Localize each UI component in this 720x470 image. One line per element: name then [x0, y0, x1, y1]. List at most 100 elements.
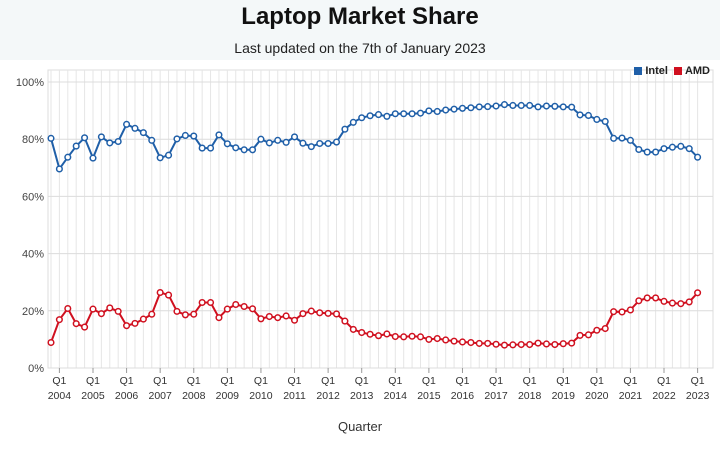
data-point-amd [114, 307, 122, 315]
data-point-amd [534, 339, 542, 347]
data-point-intel [97, 133, 105, 141]
x-tick-label-quarter: Q1 [52, 375, 66, 387]
x-axis-title: Quarter [337, 419, 383, 434]
data-point-intel [47, 134, 55, 142]
data-point-amd [282, 312, 290, 320]
x-tick-label-quarter: Q1 [220, 375, 234, 387]
y-tick-label: 0% [28, 363, 44, 375]
data-point-intel [500, 101, 509, 109]
data-point-amd [652, 294, 660, 302]
data-point-intel [643, 148, 651, 156]
x-tick-label-quarter: Q1 [153, 375, 167, 387]
data-point-amd [148, 310, 156, 318]
x-tick-label-quarter: Q1 [288, 375, 302, 387]
series-line-intel [50, 103, 699, 172]
data-point-amd [475, 339, 483, 347]
data-point-amd [626, 306, 634, 314]
data-point-intel [290, 133, 299, 141]
x-tick-label-quarter: Q1 [691, 375, 705, 387]
data-point-intel [198, 144, 206, 152]
data-point-amd [358, 328, 366, 337]
data-point-intel [400, 110, 408, 118]
data-point-amd [47, 338, 55, 347]
x-tick-label-quarter: Q1 [355, 375, 369, 387]
y-tick-label: 20% [22, 306, 44, 318]
data-point-intel [64, 153, 72, 161]
data-point-amd [64, 304, 72, 313]
data-point-amd [106, 304, 114, 312]
data-point-amd [332, 310, 341, 318]
data-point-amd [307, 307, 315, 315]
data-point-amd [190, 310, 198, 318]
data-point-amd [568, 339, 576, 347]
x-tick-label-year: 2010 [249, 390, 273, 402]
data-point-amd [643, 294, 651, 302]
data-point-amd [601, 324, 609, 333]
data-point-intel [475, 103, 483, 111]
data-point-amd [232, 300, 240, 309]
data-point-intel [274, 136, 282, 144]
page-subtitle: Last updated on the 7th of January 2023 [234, 40, 486, 56]
data-point-intel [593, 115, 601, 124]
data-point-intel [677, 142, 685, 150]
header-band [0, 0, 720, 60]
x-tick-label-quarter: Q1 [388, 375, 402, 387]
data-point-amd [173, 307, 181, 315]
legend-item-amd[interactable]: AMD [673, 65, 710, 77]
data-point-amd [416, 333, 425, 341]
data-point-intel [433, 107, 441, 116]
data-point-intel [55, 165, 63, 173]
data-point-amd [467, 338, 475, 347]
y-tick-label: 40% [22, 249, 44, 261]
data-point-intel [341, 125, 349, 133]
data-point-amd [374, 332, 383, 340]
x-tick-label-year: 2012 [316, 390, 340, 402]
data-point-amd [299, 310, 307, 318]
data-point-amd [341, 317, 349, 325]
y-tick-label: 80% [22, 134, 44, 146]
data-point-amd [81, 323, 89, 331]
data-point-amd [551, 340, 559, 349]
data-point-intel [123, 120, 131, 128]
series-line-amd [50, 291, 699, 347]
data-point-amd [660, 297, 668, 305]
data-point-intel [685, 145, 693, 153]
legend-item-intel[interactable]: Intel [634, 65, 668, 77]
data-point-amd [165, 291, 173, 299]
data-point-amd [257, 315, 265, 323]
data-point-amd [408, 332, 416, 340]
data-point-amd [131, 319, 139, 327]
data-point-amd [492, 340, 500, 348]
data-point-intel [626, 136, 634, 144]
data-point-amd [484, 339, 492, 347]
x-tick-label-year: 2015 [417, 390, 441, 402]
x-tick-label-quarter: Q1 [523, 375, 537, 387]
data-point-amd [240, 302, 248, 311]
data-point-amd [198, 298, 206, 307]
x-tick-label-quarter: Q1 [120, 375, 134, 387]
data-point-intel [408, 110, 416, 118]
data-point-intel [307, 143, 315, 151]
x-tick-label-year: 2005 [81, 390, 105, 402]
x-tick-label-quarter: Q1 [455, 375, 469, 387]
data-point-amd [635, 297, 643, 305]
data-point-amd [610, 308, 618, 316]
data-point-intel [576, 111, 584, 119]
legend-swatch-amd [673, 67, 682, 75]
data-point-intel [148, 136, 156, 144]
data-point-intel [652, 148, 660, 156]
x-tick-label-year: 2014 [384, 390, 408, 402]
legend-label-intel: Intel [645, 65, 668, 77]
data-point-intel [484, 103, 492, 111]
x-tick-label-quarter: Q1 [254, 375, 268, 387]
data-point-intel [299, 139, 307, 147]
x-tick-label-year: 2022 [652, 390, 676, 402]
data-point-amd [123, 322, 131, 330]
y-tick-label: 100% [16, 77, 44, 89]
x-tick-label-year: 2009 [216, 390, 240, 402]
data-point-intel [450, 105, 458, 113]
data-point-intel [190, 132, 198, 140]
x-tick-label-year: 2016 [451, 390, 475, 402]
x-tick-label-year: 2023 [686, 390, 710, 402]
